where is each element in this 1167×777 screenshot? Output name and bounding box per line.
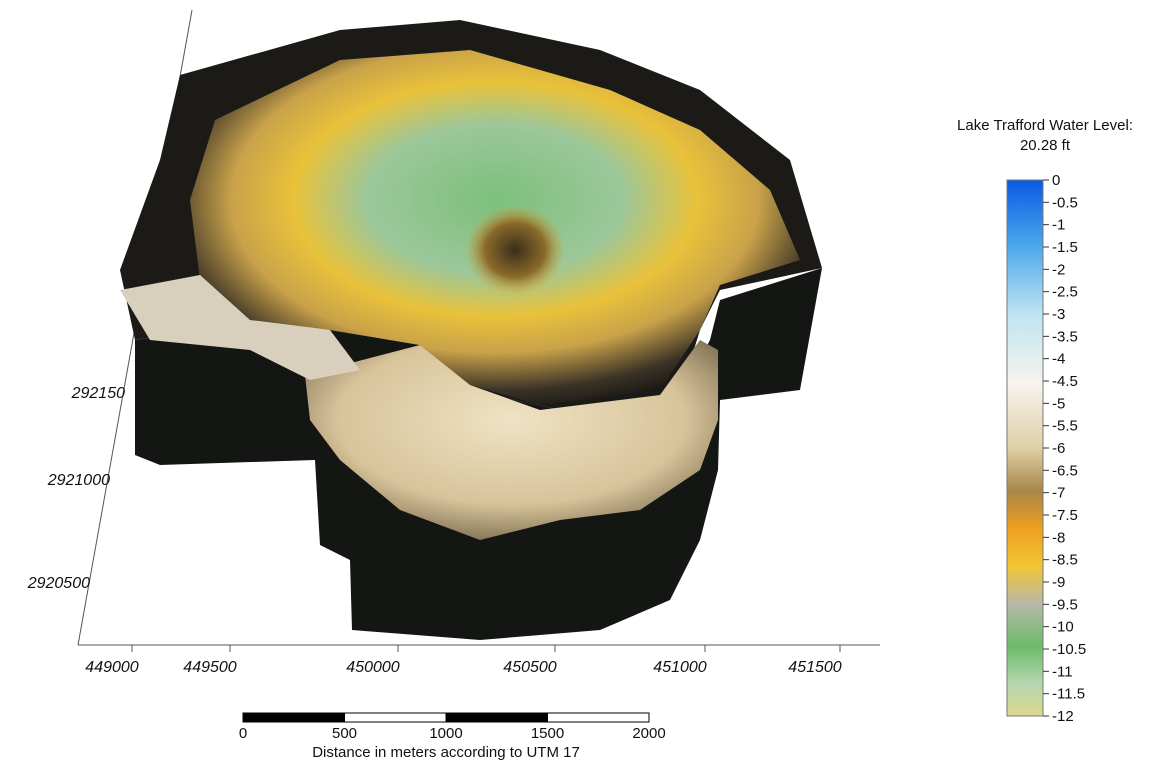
colorbar-label: -11 [1052, 663, 1073, 680]
colorbar-label: -7.5 [1052, 507, 1078, 524]
colorbar-label: -10 [1052, 619, 1074, 636]
colorbar-label: -9.5 [1052, 596, 1078, 613]
colorbar [1007, 180, 1043, 716]
scale-segment [548, 713, 650, 722]
colorbar-label: -7 [1052, 485, 1065, 502]
terrain [120, 20, 822, 640]
scale-label: 2000 [632, 725, 665, 742]
x-tick-label: 449000 [85, 659, 138, 676]
colorbar-label: -1 [1052, 217, 1065, 234]
colorbar-label: 0 [1052, 172, 1060, 189]
colorbar-label: -4.5 [1052, 373, 1078, 390]
x-tick-label: 450000 [346, 659, 399, 676]
colorbar-label: -11.5 [1052, 686, 1085, 703]
map-view: Lake Trafford Water Level: 20.28 ft Dist… [0, 0, 1167, 772]
scale-caption: Distance in meters according to UTM 17 [312, 744, 580, 761]
colorbar-label: -6.5 [1052, 462, 1078, 479]
y-tick-label: 292150 [71, 385, 125, 402]
colorbar-label: -8.5 [1052, 552, 1078, 569]
x-tick-label: 449500 [183, 659, 236, 676]
y-tick-label: 2921000 [47, 472, 110, 489]
scale-segment [446, 713, 548, 722]
scale-label: 500 [332, 725, 357, 742]
colorbar-label: -4 [1052, 351, 1065, 368]
scale-segment [243, 713, 345, 722]
colorbar-label: -5 [1052, 395, 1065, 412]
colorbar-label: -3.5 [1052, 328, 1078, 345]
x-tick-label: 451500 [788, 659, 841, 676]
colorbar-label: -0.5 [1052, 194, 1078, 211]
scale-label: 1500 [531, 725, 564, 742]
colorbar-label: -9 [1052, 574, 1065, 591]
y-tick-label: 2920500 [27, 575, 90, 592]
x-tick-label: 451000 [653, 659, 706, 676]
colorbar-label: -12 [1052, 708, 1074, 725]
colorbar-label: -1.5 [1052, 239, 1078, 256]
colorbar-label: -8 [1052, 529, 1065, 546]
colorbar-label: -10.5 [1052, 641, 1086, 658]
legend-title: Lake Trafford Water Level: [957, 117, 1133, 134]
colorbar-label: -5.5 [1052, 418, 1078, 435]
scale-segment [345, 713, 447, 722]
colorbar-label: -2.5 [1052, 284, 1078, 301]
colorbar-label: -3 [1052, 306, 1065, 323]
colorbar-label: -6 [1052, 440, 1065, 457]
scale-label: 1000 [429, 725, 462, 742]
legend-subtitle: 20.28 ft [1020, 137, 1071, 154]
colorbar-label: -2 [1052, 261, 1065, 278]
scale-label: 0 [239, 725, 247, 742]
x-tick-label: 450500 [503, 659, 556, 676]
